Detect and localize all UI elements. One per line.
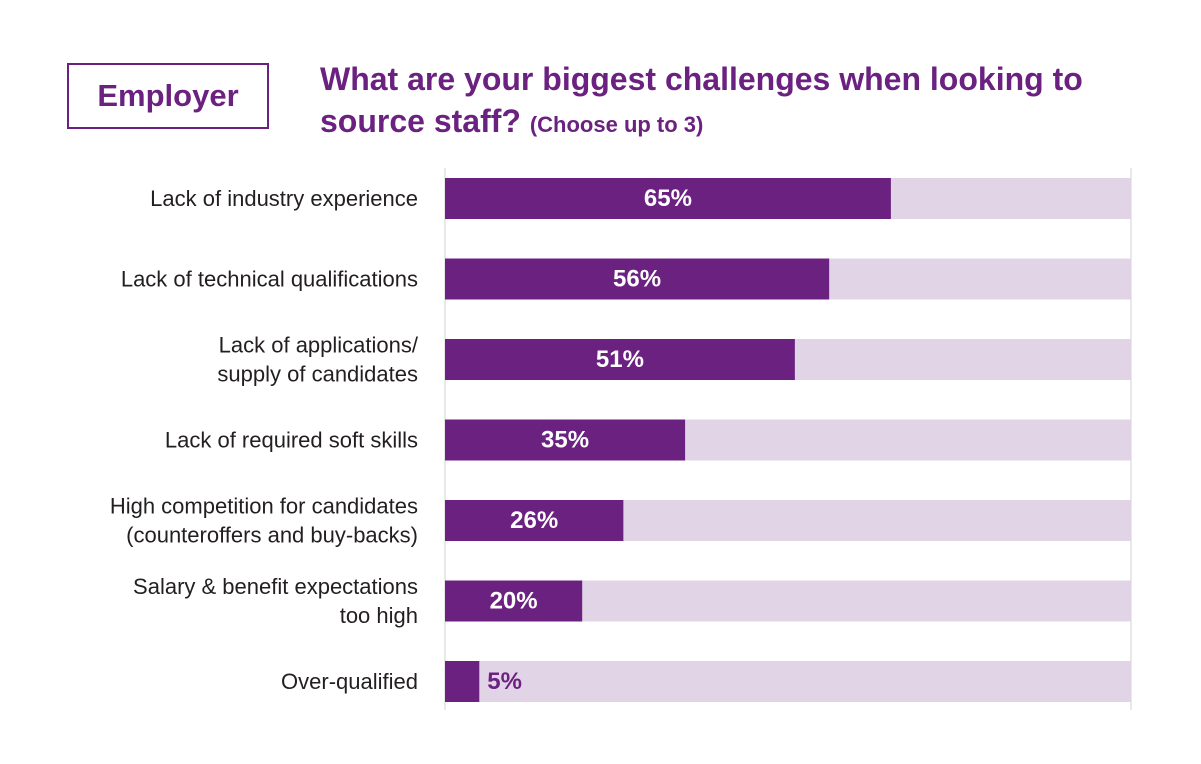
bar — [445, 580, 583, 622]
category-label: Over-qualified — [281, 669, 418, 694]
employer-badge-label: Employer — [97, 78, 239, 113]
bar — [445, 419, 686, 461]
bar-track — [445, 661, 1131, 702]
employer-badge: Employer — [67, 63, 269, 129]
chart-title-sub: (Choose up to 3) — [529, 112, 704, 137]
value-label: 20% — [490, 588, 538, 615]
value-label: 56% — [613, 266, 661, 293]
category-label: Lack of industry experience — [150, 186, 418, 211]
bar — [445, 178, 891, 219]
chart-title: What are your biggest challenges when lo… — [320, 58, 1180, 146]
bar — [445, 258, 830, 300]
value-label: 65% — [644, 185, 692, 212]
value-label: 5% — [487, 668, 522, 695]
category-label: too high — [340, 603, 418, 628]
category-label: Lack of applications/ — [219, 333, 419, 358]
value-label: 26% — [510, 507, 558, 534]
bars-group: 65% Lack of industry experience 56% Lack of… — [110, 178, 1131, 702]
bar — [445, 339, 795, 380]
chart-title-main: What are your biggest challenges when lo… — [320, 61, 1083, 139]
value-label: 51% — [596, 346, 644, 373]
bar — [445, 500, 624, 541]
value-label: 35% — [541, 427, 589, 454]
category-label: Lack of technical qualifications — [121, 267, 418, 292]
category-label: High competition for candidates — [110, 494, 418, 519]
category-label: Salary & benefit expectations — [133, 574, 418, 599]
category-label: (counteroffers and buy-backs) — [126, 523, 418, 548]
bar — [445, 661, 480, 702]
category-label: Lack of required soft skills — [165, 428, 418, 453]
category-label: supply of candidates — [217, 362, 418, 387]
